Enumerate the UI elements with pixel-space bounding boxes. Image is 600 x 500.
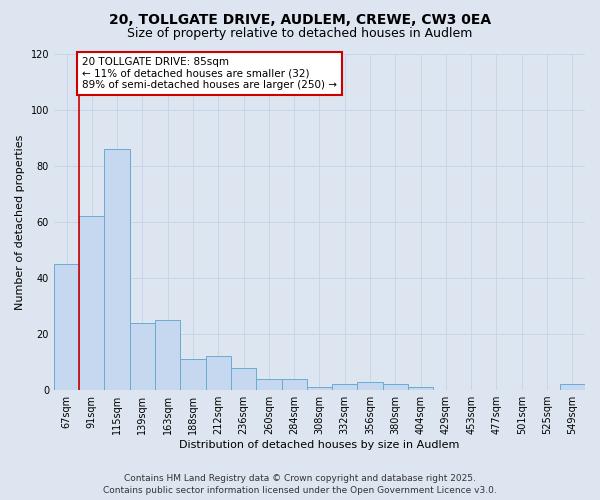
X-axis label: Distribution of detached houses by size in Audlem: Distribution of detached houses by size … xyxy=(179,440,460,450)
Bar xyxy=(231,368,256,390)
Bar xyxy=(408,388,433,390)
Text: 20, TOLLGATE DRIVE, AUDLEM, CREWE, CW3 0EA: 20, TOLLGATE DRIVE, AUDLEM, CREWE, CW3 0… xyxy=(109,12,491,26)
Bar xyxy=(383,384,408,390)
Bar xyxy=(307,388,332,390)
Bar xyxy=(54,264,79,390)
Bar xyxy=(104,149,130,390)
Text: Contains HM Land Registry data © Crown copyright and database right 2025.
Contai: Contains HM Land Registry data © Crown c… xyxy=(103,474,497,495)
Text: Size of property relative to detached houses in Audlem: Size of property relative to detached ho… xyxy=(127,28,473,40)
Bar xyxy=(130,323,155,390)
Y-axis label: Number of detached properties: Number of detached properties xyxy=(15,134,25,310)
Bar xyxy=(281,379,307,390)
Bar xyxy=(155,320,181,390)
Bar xyxy=(332,384,358,390)
Bar xyxy=(358,382,383,390)
Bar xyxy=(256,379,281,390)
Text: 20 TOLLGATE DRIVE: 85sqm
← 11% of detached houses are smaller (32)
89% of semi-d: 20 TOLLGATE DRIVE: 85sqm ← 11% of detach… xyxy=(82,57,337,90)
Bar xyxy=(206,356,231,390)
Bar xyxy=(560,384,585,390)
Bar xyxy=(79,216,104,390)
Bar xyxy=(181,360,206,390)
